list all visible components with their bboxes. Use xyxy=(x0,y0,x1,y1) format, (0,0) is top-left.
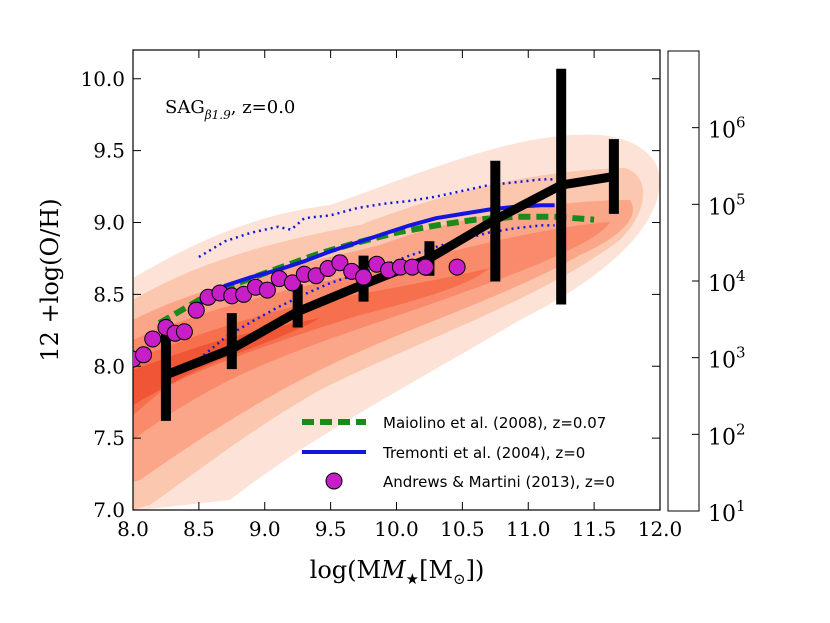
andrews-point xyxy=(416,258,434,276)
x-axis-label: log(MM★[M⊙]) xyxy=(310,556,485,588)
y-tick-label: 9.0 xyxy=(93,211,125,235)
colorbar-tick-label: 104 xyxy=(708,267,746,297)
series-layer xyxy=(133,68,619,421)
x-tick-label: 9.5 xyxy=(315,517,347,541)
colorbar-tick-label: 102 xyxy=(708,420,746,450)
andrews-point xyxy=(331,254,349,272)
tremonti-16th-line xyxy=(198,224,555,361)
colorbar-tick-label: 106 xyxy=(708,114,746,144)
y-tick-label: 10.0 xyxy=(80,67,125,91)
y-tick-label: 8.0 xyxy=(93,354,125,378)
x-tick-label: 10.0 xyxy=(374,517,419,541)
andrews-point xyxy=(448,258,466,276)
andrews-point xyxy=(175,323,193,341)
x-tick-label: 11.0 xyxy=(506,517,551,541)
andrews-point xyxy=(144,330,162,348)
andrews-point xyxy=(135,346,153,364)
andrews-point xyxy=(283,274,301,292)
axis-ticks xyxy=(132,50,661,511)
density-level-5 xyxy=(133,268,490,415)
y-tick-label: 8.5 xyxy=(93,282,125,306)
y-tick-label: 9.5 xyxy=(93,139,125,163)
andrews-point xyxy=(355,268,373,286)
colorbar-frame xyxy=(667,50,700,512)
legend-marker-andrews xyxy=(325,472,343,490)
x-tick-label: 8.0 xyxy=(117,517,149,541)
panel-label: SAGβ1.9, z=0.0 xyxy=(165,97,295,122)
legend: Maiolino et al. (2008), z=0.07 Tremonti … xyxy=(302,414,615,491)
y-axis-label: 12 +log(O/H) xyxy=(36,198,64,361)
x-tick-label: 8.5 xyxy=(183,517,215,541)
colorbar-tick-label: 101 xyxy=(708,497,746,527)
colorbar-tick-label: 105 xyxy=(708,190,746,220)
tremonti-line xyxy=(197,203,555,307)
x-tick-label: 10.5 xyxy=(440,517,485,541)
y-tick-label: 7.0 xyxy=(93,498,125,522)
x-tick-label: 9.0 xyxy=(249,517,281,541)
x-tick-label: 11.5 xyxy=(572,517,617,541)
legend-label-andrews: Andrews & Martini (2013), z=0 xyxy=(383,473,615,491)
colorbar: 101 102 103 104 105 106 xyxy=(692,114,746,527)
y-tick-label: 7.5 xyxy=(93,426,125,450)
x-tick-label: 12.0 xyxy=(638,517,683,541)
colorbar-tick-label: 103 xyxy=(708,344,746,374)
legend-label-tremonti: Tremonti et al. (2004), z=0 xyxy=(382,444,585,462)
legend-label-maiolino: Maiolino et al. (2008), z=0.07 xyxy=(383,414,606,432)
andrews-point xyxy=(187,301,205,319)
andrews-point xyxy=(258,281,276,299)
axis-tick-labels: 8.0 8.5 9.0 9.5 10.0 10.5 11.0 11.5 12.0 7.0 7.5 8.… xyxy=(80,67,682,541)
